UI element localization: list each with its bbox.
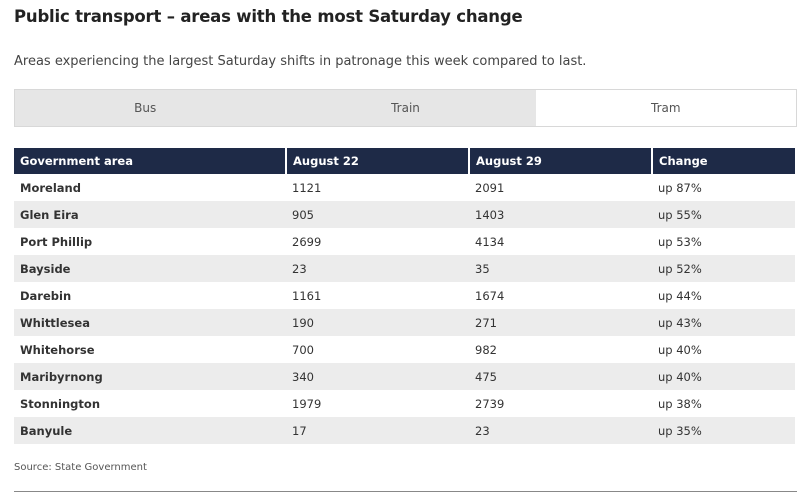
cell-august-29: 982 (475, 342, 497, 357)
cell-august-22: 190 (292, 315, 314, 330)
table-row: Port Phillip 2699 4134 up 53% (14, 228, 795, 255)
page-subtitle: Areas experiencing the largest Saturday … (14, 54, 587, 69)
cell-area: Glen Eira (20, 207, 79, 222)
table-row: Whitehorse 700 982 up 40% (14, 336, 795, 363)
tab-bus[interactable]: Bus (134, 101, 157, 115)
cell-change: up 40% (658, 342, 702, 357)
cell-august-22: 17 (292, 423, 307, 438)
table-row: Darebin 1161 1674 up 44% (14, 282, 795, 309)
cell-august-22: 905 (292, 207, 314, 222)
cell-august-29: 2091 (475, 180, 505, 195)
transport-tabs: Bus Train Tram (14, 89, 797, 127)
cell-change: up 40% (658, 369, 702, 384)
cell-august-22: 23 (292, 261, 307, 276)
cell-august-22: 1979 (292, 396, 322, 411)
cell-august-22: 340 (292, 369, 314, 384)
cell-august-22: 2699 (292, 234, 322, 249)
header-change: Change (659, 154, 708, 168)
header-august-29: August 29 (469, 148, 653, 174)
cell-august-29: 23 (475, 423, 490, 438)
cell-area: Maribyrnong (20, 369, 103, 384)
source-note: Source: State Government (14, 462, 147, 473)
table-header-row: Government area August 22 August 29 Chan… (14, 148, 795, 174)
cell-change: up 52% (658, 261, 702, 276)
cell-change: up 55% (658, 207, 702, 222)
cell-area: Stonnington (20, 396, 101, 411)
header-august-22: August 22 (286, 148, 470, 174)
bottom-divider (14, 491, 797, 492)
table-row: Whittlesea 190 271 up 43% (14, 309, 795, 336)
table-row: Glen Eira 905 1403 up 55% (14, 201, 795, 228)
cell-area: Port Phillip (20, 234, 93, 249)
cell-august-29: 35 (475, 261, 490, 276)
patronage-table: Government area August 22 August 29 Chan… (14, 148, 795, 444)
table-row: Bayside 23 35 up 52% (14, 255, 795, 282)
page-title: Public transport – areas with the most S… (14, 7, 523, 26)
cell-area: Whittlesea (20, 315, 90, 330)
tab-train[interactable]: Train (391, 101, 420, 115)
cell-change: up 44% (658, 288, 702, 303)
cell-area: Bayside (20, 261, 71, 276)
cell-change: up 35% (658, 423, 702, 438)
table-body: Moreland 1121 2091 up 87% Glen Eira 905 1403 up… (14, 174, 795, 444)
cell-area: Whitehorse (20, 342, 95, 357)
cell-august-29: 2739 (475, 396, 505, 411)
cell-area: Banyule (20, 423, 73, 438)
table-row: Moreland 1121 2091 up 87% (14, 174, 795, 201)
cell-change: up 53% (658, 234, 702, 249)
cell-august-29: 1674 (475, 288, 505, 303)
cell-august-22: 1161 (292, 288, 322, 303)
cell-change: up 38% (658, 396, 702, 411)
table-row: Maribyrnong 340 475 up 40% (14, 363, 795, 390)
cell-august-22: 1121 (292, 180, 322, 195)
cell-august-29: 475 (475, 369, 497, 384)
cell-august-29: 4134 (475, 234, 505, 249)
cell-change: up 43% (658, 315, 702, 330)
cell-august-29: 1403 (475, 207, 505, 222)
header-government-area: Government area (14, 148, 287, 174)
cell-change: up 87% (658, 180, 702, 195)
table-row: Stonnington 1979 2739 up 38% (14, 390, 795, 417)
tab-tram[interactable]: Tram (535, 90, 796, 126)
cell-august-29: 271 (475, 315, 497, 330)
cell-august-22: 700 (292, 342, 314, 357)
cell-area: Darebin (20, 288, 72, 303)
table-row: Banyule 17 23 up 35% (14, 417, 795, 444)
cell-area: Moreland (20, 180, 81, 195)
